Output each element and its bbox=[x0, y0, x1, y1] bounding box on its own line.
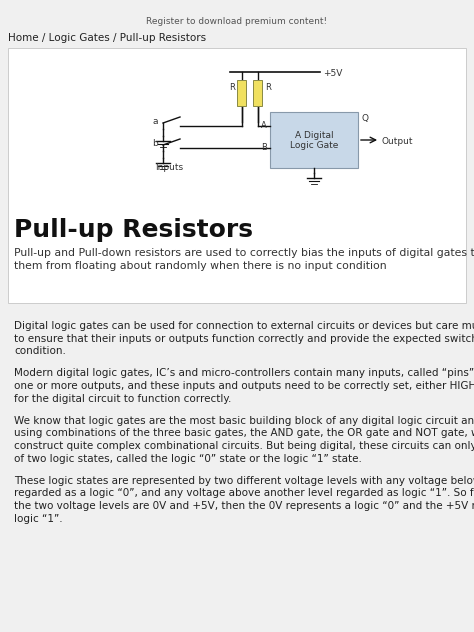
Text: a: a bbox=[153, 116, 158, 126]
Text: A Digital: A Digital bbox=[295, 130, 333, 140]
Text: b: b bbox=[152, 138, 158, 147]
Text: Inputs: Inputs bbox=[155, 163, 183, 172]
Text: R: R bbox=[229, 83, 235, 92]
Bar bbox=[254, 80, 263, 106]
Text: Home / Logic Gates / Pull-up Resistors: Home / Logic Gates / Pull-up Resistors bbox=[8, 33, 206, 43]
Text: Q: Q bbox=[362, 114, 369, 123]
Text: Pull-up and Pull-down resistors are used to correctly bias the inputs of digital: Pull-up and Pull-down resistors are used… bbox=[14, 248, 474, 258]
Text: +5V: +5V bbox=[323, 68, 342, 78]
Text: These logic states are represented by two different voltage levels with any volt: These logic states are represented by tw… bbox=[14, 476, 474, 486]
Text: Logic Gate: Logic Gate bbox=[290, 142, 338, 150]
Text: Pull-up Resistors: Pull-up Resistors bbox=[14, 218, 253, 242]
Bar bbox=[237, 80, 246, 106]
Text: Digital logic gates can be used for connection to external circuits or devices b: Digital logic gates can be used for conn… bbox=[14, 321, 474, 331]
Bar bbox=[270, 112, 358, 168]
Text: Output: Output bbox=[382, 137, 413, 145]
Text: them from floating about randomly when there is no input condition: them from floating about randomly when t… bbox=[14, 261, 387, 271]
Text: Register to download premium content!: Register to download premium content! bbox=[146, 18, 328, 27]
Text: for the digital circuit to function correctly.: for the digital circuit to function corr… bbox=[14, 394, 231, 403]
Text: to ensure that their inputs or outputs function correctly and provide the expect: to ensure that their inputs or outputs f… bbox=[14, 334, 474, 344]
Text: one or more outputs, and these inputs and outputs need to be correctly set, eith: one or more outputs, and these inputs an… bbox=[14, 381, 474, 391]
Text: R: R bbox=[265, 83, 271, 92]
Text: A: A bbox=[261, 121, 267, 130]
Text: the two voltage levels are 0V and +5V, then the 0V represents a logic “0” and th: the two voltage levels are 0V and +5V, t… bbox=[14, 501, 474, 511]
Text: construct quite complex combinational circuits. But being digital, these circuit: construct quite complex combinational ci… bbox=[14, 441, 474, 451]
Bar bbox=[8, 48, 466, 303]
Text: logic “1”.: logic “1”. bbox=[14, 513, 63, 523]
Text: of two logic states, called the logic “0” state or the logic “1” state.: of two logic states, called the logic “0… bbox=[14, 454, 362, 463]
Text: Modern digital logic gates, IC’s and micro-controllers contain many inputs, call: Modern digital logic gates, IC’s and mic… bbox=[14, 368, 474, 379]
Text: We know that logic gates are the most basic building block of any digital logic : We know that logic gates are the most ba… bbox=[14, 416, 474, 426]
Text: condition.: condition. bbox=[14, 346, 66, 356]
Text: regarded as a logic “0”, and any voltage above another level regarded as logic “: regarded as a logic “0”, and any voltage… bbox=[14, 489, 474, 499]
Text: B: B bbox=[261, 143, 267, 152]
Text: using combinations of the three basic gates, the AND gate, the OR gate and NOT g: using combinations of the three basic ga… bbox=[14, 428, 474, 439]
